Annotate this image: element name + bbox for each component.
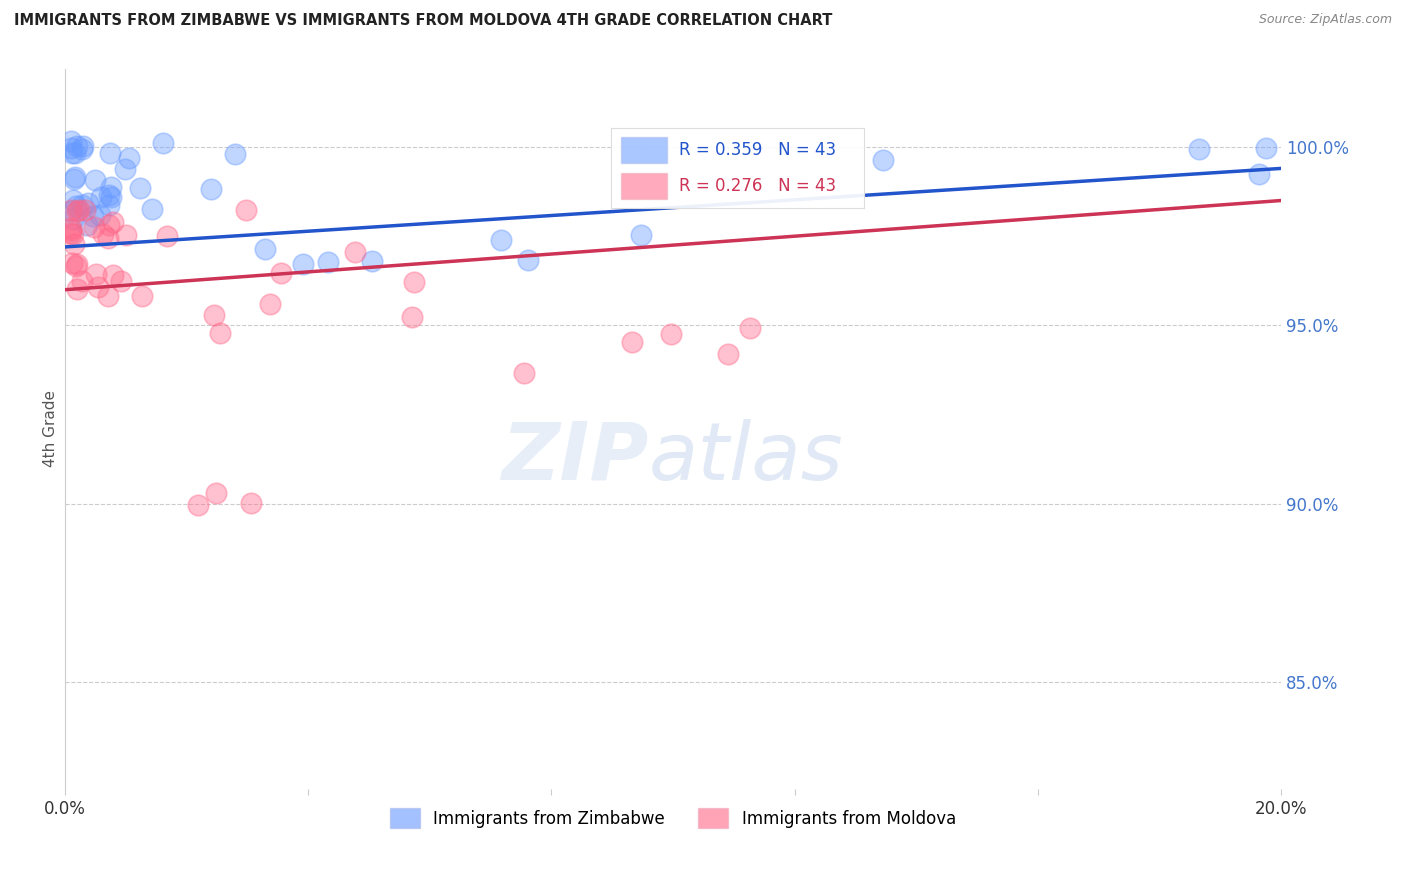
- Point: [60, 203, 83, 218]
- Point: [1249, 167, 1271, 181]
- Point: [98, 146, 121, 161]
- Point: [97, 231, 120, 245]
- Point: [62, 211, 84, 226]
- Point: [63, 172, 86, 186]
- Point: [60, 223, 83, 237]
- Point: [516, 252, 538, 267]
- Bar: [621, 137, 666, 162]
- Point: [72, 138, 94, 153]
- Point: [83, 219, 105, 234]
- Point: [156, 228, 179, 243]
- Point: [141, 202, 163, 216]
- Point: [60, 145, 83, 160]
- Point: [67, 203, 90, 218]
- Point: [84, 267, 107, 281]
- Point: [205, 485, 228, 500]
- Point: [200, 182, 222, 196]
- Point: [89, 208, 111, 222]
- Point: [187, 498, 209, 512]
- Point: [70, 274, 93, 288]
- Point: [224, 146, 246, 161]
- Point: [717, 347, 740, 361]
- Point: [100, 189, 122, 203]
- Point: [110, 274, 132, 288]
- Point: [316, 254, 339, 268]
- Point: [76, 218, 98, 232]
- Point: [66, 139, 89, 153]
- Point: [1256, 141, 1278, 155]
- Point: [513, 366, 536, 380]
- Point: [361, 253, 384, 268]
- Point: [60, 135, 83, 149]
- Point: [65, 199, 87, 213]
- Point: [65, 282, 87, 296]
- Point: [87, 280, 110, 294]
- Point: [872, 153, 894, 167]
- Text: ZIP: ZIP: [502, 418, 648, 497]
- Point: [659, 326, 682, 341]
- Point: [115, 227, 138, 242]
- Point: [60, 141, 83, 155]
- Point: [82, 209, 104, 223]
- Point: [235, 203, 257, 218]
- Point: [97, 188, 120, 202]
- Point: [62, 227, 84, 242]
- Point: [630, 228, 652, 243]
- Point: [259, 297, 281, 311]
- Point: [114, 161, 136, 176]
- Point: [66, 257, 89, 271]
- Point: [77, 196, 100, 211]
- Point: [63, 146, 86, 161]
- Point: [152, 136, 174, 150]
- Text: R = 0.276   N = 43: R = 0.276 N = 43: [679, 177, 837, 195]
- Point: [60, 221, 83, 235]
- Legend: Immigrants from Zimbabwe, Immigrants from Moldova: Immigrants from Zimbabwe, Immigrants fro…: [384, 801, 963, 835]
- Point: [128, 181, 150, 195]
- Point: [90, 190, 112, 204]
- Point: [489, 233, 512, 247]
- Point: [118, 151, 141, 165]
- Point: [60, 204, 83, 219]
- Y-axis label: 4th Grade: 4th Grade: [44, 391, 58, 467]
- Point: [343, 245, 366, 260]
- Point: [401, 310, 423, 325]
- Point: [83, 173, 105, 187]
- Point: [98, 218, 121, 232]
- Point: [91, 227, 114, 241]
- Point: [70, 198, 93, 212]
- Point: [73, 203, 96, 218]
- Point: [62, 193, 84, 207]
- Point: [738, 320, 761, 334]
- Point: [60, 226, 83, 240]
- Text: Source: ZipAtlas.com: Source: ZipAtlas.com: [1258, 13, 1392, 27]
- Point: [270, 266, 292, 280]
- Point: [131, 289, 153, 303]
- Point: [101, 215, 124, 229]
- Point: [404, 276, 426, 290]
- Text: R = 0.359   N = 43: R = 0.359 N = 43: [679, 141, 837, 159]
- Point: [65, 259, 87, 273]
- Point: [100, 180, 122, 194]
- Point: [202, 308, 225, 322]
- Point: [254, 242, 277, 256]
- Point: [292, 257, 315, 271]
- Point: [60, 256, 83, 270]
- Point: [103, 268, 125, 283]
- Point: [1188, 142, 1211, 156]
- Text: atlas: atlas: [648, 418, 844, 497]
- Point: [621, 334, 644, 349]
- Bar: [621, 173, 666, 199]
- Point: [63, 170, 86, 185]
- Point: [66, 204, 89, 219]
- Point: [209, 326, 232, 341]
- Point: [97, 289, 120, 303]
- Point: [63, 237, 86, 252]
- Text: IMMIGRANTS FROM ZIMBABWE VS IMMIGRANTS FROM MOLDOVA 4TH GRADE CORRELATION CHART: IMMIGRANTS FROM ZIMBABWE VS IMMIGRANTS F…: [14, 13, 832, 29]
- Point: [240, 496, 263, 510]
- Point: [98, 198, 121, 212]
- Point: [70, 142, 93, 156]
